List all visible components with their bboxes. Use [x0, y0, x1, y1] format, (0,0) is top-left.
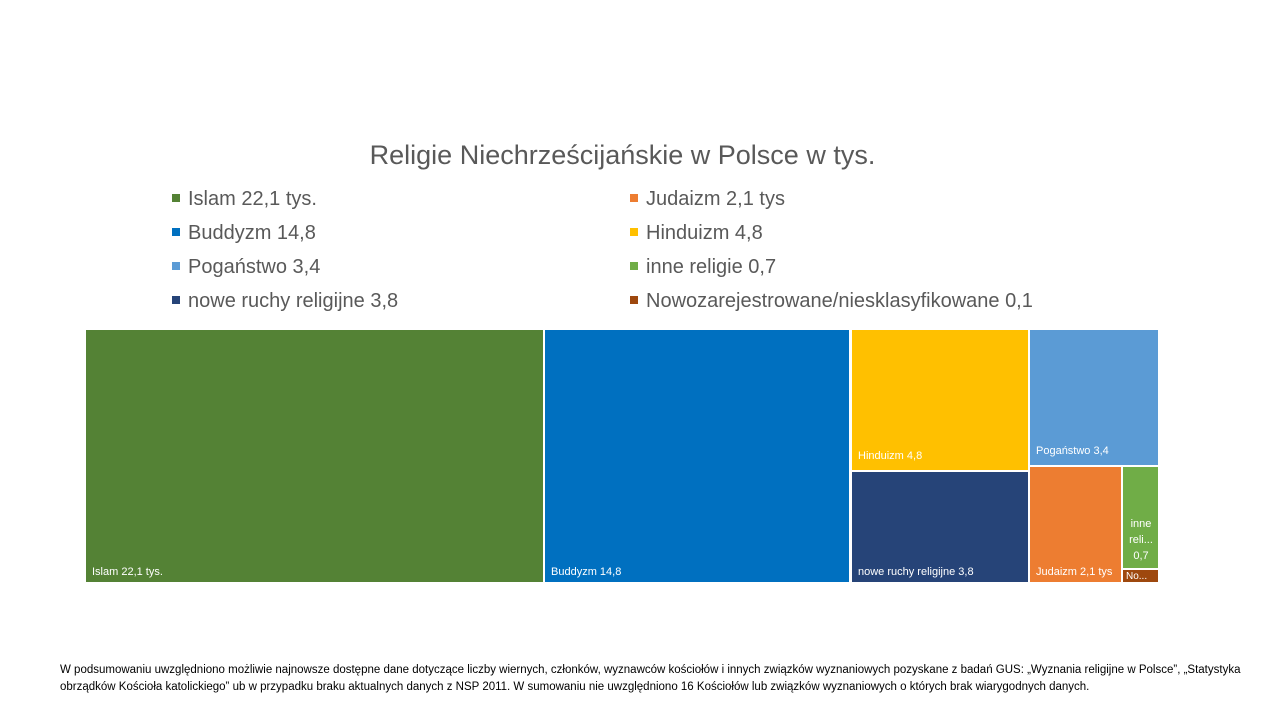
legend-entry: Pogaństwo 3,4 [172, 256, 320, 279]
cell-label: Buddyzm 14,8 [551, 566, 622, 578]
legend-marker [172, 261, 180, 270]
legend-label: Judaizm 2,1 tys [646, 188, 785, 210]
legend-marker [630, 193, 638, 202]
legend-label: nowe ruchy religijne 3,8 [188, 290, 399, 312]
legend-label: Islam 22,1 tys. [188, 188, 317, 210]
treemap-cell: Islam 22,1 tys. [86, 330, 543, 582]
legend-entry: inne religie 0,7 [630, 256, 776, 279]
legend-label: Hinduizm 4,8 [646, 222, 763, 244]
legend-entry: Nowozarejestrowane/niesklasyfikowane 0,1 [630, 290, 1033, 313]
legend-entry: nowe ruchy religijne 3,8 [172, 290, 398, 313]
legend-marker [172, 295, 180, 304]
chart-title: Religie Niechrześcijańskie w Polsce w ty… [369, 140, 876, 170]
cell-label: No... [1126, 571, 1148, 582]
legend-entry: Buddyzm 14,8 [172, 222, 316, 245]
treemap-cell: nowe ruchy religijne 3,8 [852, 472, 1028, 582]
treemap-cell: Judaizm 2,1 tys [1030, 467, 1121, 582]
cell-label: Judaizm 2,1 tys [1036, 566, 1113, 578]
legend-entry: Hinduizm 4,8 [630, 222, 763, 245]
legend-label: Nowozarejestrowane/niesklasyfikowane 0,1 [646, 290, 1033, 312]
treemap-cell: No... [1123, 570, 1158, 582]
cell-label: nowe ruchy religijne 3,8 [858, 566, 974, 578]
treemap-cell: Buddyzm 14,8 [545, 330, 849, 582]
treemap-cell: Pogaństwo 3,4 [1030, 330, 1158, 465]
legend-marker [630, 295, 638, 304]
legend-marker [630, 227, 638, 236]
cell-label: Pogaństwo 3,4 [1036, 445, 1109, 457]
legend-marker [172, 193, 180, 202]
legend-marker [630, 261, 638, 270]
legend-label: Buddyzm 14,8 [188, 222, 316, 244]
cell-label: inne reli... 0,7 [1129, 518, 1153, 562]
legend-entry: Judaizm 2,1 tys [630, 188, 785, 211]
cell-label: Hinduizm 4,8 [858, 450, 923, 462]
treemap-cell: inne reli... 0,7 [1123, 467, 1158, 568]
treemap-cell: Hinduizm 4,8 [852, 330, 1028, 470]
cell-label: Islam 22,1 tys. [92, 566, 163, 578]
legend-label: inne religie 0,7 [646, 256, 777, 278]
legend-label: Pogaństwo 3,4 [188, 256, 321, 278]
legend-marker [172, 227, 180, 236]
legend-entry: Islam 22,1 tys. [172, 188, 317, 211]
footnote: W podsumowaniu uwzględniono możliwie naj… [60, 664, 1241, 693]
